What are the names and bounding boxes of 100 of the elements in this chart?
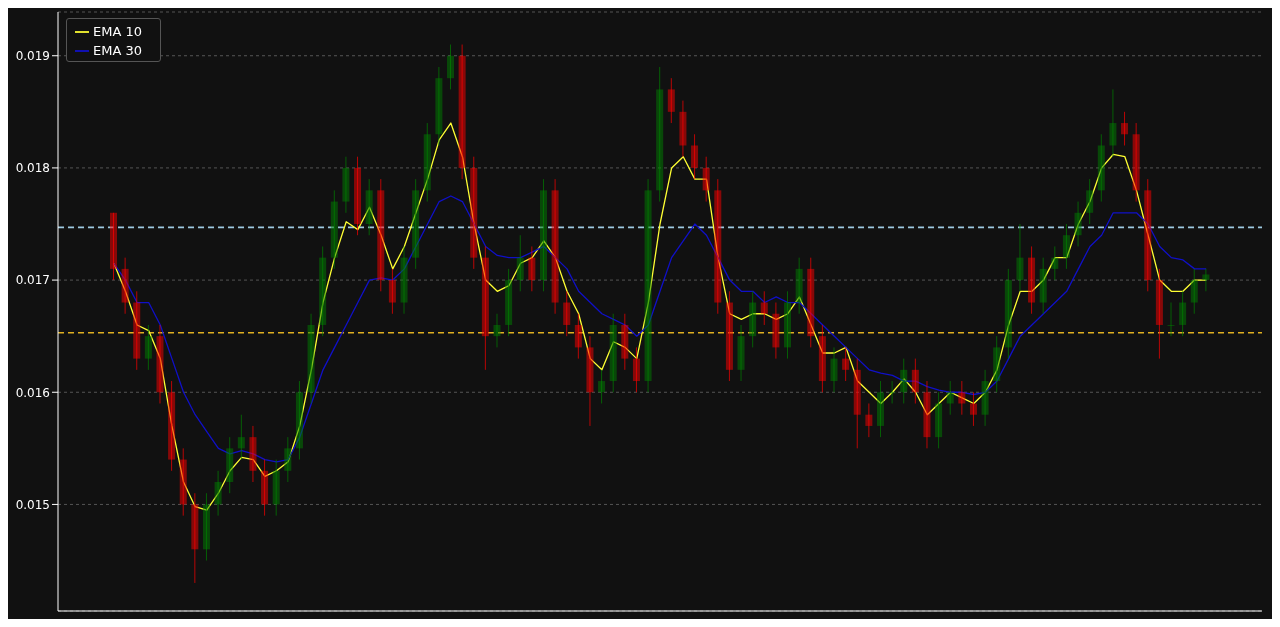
- candlestick: [667, 77, 675, 124]
- candlestick: [911, 358, 919, 404]
- candlestick: [237, 414, 245, 461]
- candlestick: [981, 369, 989, 427]
- candlestick: [144, 324, 152, 371]
- candlestick: [760, 290, 768, 326]
- candlestick: [1074, 201, 1082, 247]
- candlestick: [319, 245, 327, 337]
- candlestick: [691, 133, 699, 180]
- candlestick: [1062, 223, 1070, 270]
- candlestick: [853, 358, 861, 449]
- candlestick: [1121, 111, 1129, 146]
- candlestick: [1016, 223, 1024, 292]
- candlestick: [133, 290, 141, 371]
- candlestick: [516, 234, 524, 292]
- candlestick: [1051, 245, 1059, 281]
- y-tick-label: 0.018: [15, 161, 50, 176]
- candlestick: [1155, 268, 1163, 360]
- candlestick: [679, 100, 687, 158]
- candlestick: [458, 44, 466, 180]
- candlestick: [725, 290, 733, 382]
- candlestick: [656, 66, 664, 203]
- candlestick: [284, 436, 292, 483]
- candlestick: [1190, 268, 1198, 315]
- candlestick: [505, 268, 513, 337]
- candlestick: [179, 447, 187, 517]
- candlestick: [493, 313, 501, 348]
- candlestick: [551, 178, 559, 315]
- candlestick: [423, 122, 431, 203]
- candlestick: [400, 245, 408, 315]
- candlestick: [295, 380, 303, 461]
- candlestick: [969, 391, 977, 427]
- candlestick: [1202, 268, 1210, 292]
- candlestick: [1004, 268, 1012, 360]
- legend-label: EMA 30: [93, 43, 142, 58]
- candlestick: [923, 380, 931, 449]
- candlestick: [528, 245, 536, 292]
- candlestick: [702, 156, 710, 203]
- candlestick: [1132, 122, 1140, 203]
- y-tick-label: 0.017: [15, 273, 50, 288]
- candlestick: [168, 380, 176, 472]
- candlestick: [377, 178, 385, 292]
- candlestick: [644, 178, 652, 393]
- candlestick: [935, 391, 943, 449]
- candlestick: [784, 290, 792, 360]
- y-tick-label: 0.016: [15, 385, 50, 400]
- candlestick: [958, 380, 966, 416]
- candlestick: [156, 324, 164, 404]
- y-tick-label: 0.019: [15, 49, 50, 64]
- candlestick: [900, 358, 908, 404]
- candlestick: [865, 402, 873, 438]
- candlestick: [1039, 257, 1047, 315]
- candlestick: [574, 313, 582, 360]
- candlestick: [598, 369, 606, 404]
- candlestick: [481, 245, 489, 371]
- candlestick: [807, 257, 815, 348]
- candlestick: [621, 313, 629, 371]
- candlestick: [749, 290, 757, 348]
- candlestick: [539, 178, 547, 292]
- candlestick: [1167, 302, 1175, 337]
- candlestick: [1086, 178, 1094, 225]
- candlestick: [876, 380, 884, 438]
- candlestick: [388, 268, 396, 315]
- candlestick: [842, 346, 850, 382]
- candlestick: [447, 44, 455, 90]
- candlestick: [342, 156, 350, 214]
- candlestick: [110, 212, 117, 281]
- candlestick: [1028, 245, 1036, 315]
- candlestick: [261, 459, 269, 517]
- candlestick: [609, 313, 617, 393]
- candlestick: [1179, 290, 1187, 337]
- candlestick: [435, 66, 443, 146]
- candlestick: [632, 346, 640, 393]
- candlestick: [470, 156, 478, 270]
- candlestick: [818, 324, 826, 393]
- candlestick: [737, 324, 745, 382]
- candlestick: [412, 178, 420, 270]
- candlestick: [249, 425, 257, 483]
- candlestick: [1097, 133, 1105, 203]
- candlestick: [795, 257, 803, 315]
- candlestick: [714, 178, 722, 315]
- candlestick: [563, 290, 571, 337]
- candlestick: [226, 436, 234, 494]
- candlestick: [830, 346, 838, 393]
- candlestick: [946, 380, 954, 416]
- candlestick: [365, 178, 373, 236]
- legend-label: EMA 10: [93, 24, 142, 39]
- candlestick: [121, 257, 129, 315]
- candlestick: [214, 470, 222, 517]
- candlestick: [772, 302, 780, 360]
- candlestick: [1109, 88, 1117, 158]
- candlestick: [993, 335, 1001, 393]
- candlestick: [202, 492, 210, 562]
- candlestick: [307, 313, 315, 404]
- candlestick: [586, 335, 594, 427]
- candlestick: [888, 380, 896, 404]
- candlestick: [330, 189, 338, 270]
- y-tick-label: 0.015: [15, 497, 50, 512]
- candlestick: [354, 156, 362, 236]
- candlestick: [191, 492, 199, 584]
